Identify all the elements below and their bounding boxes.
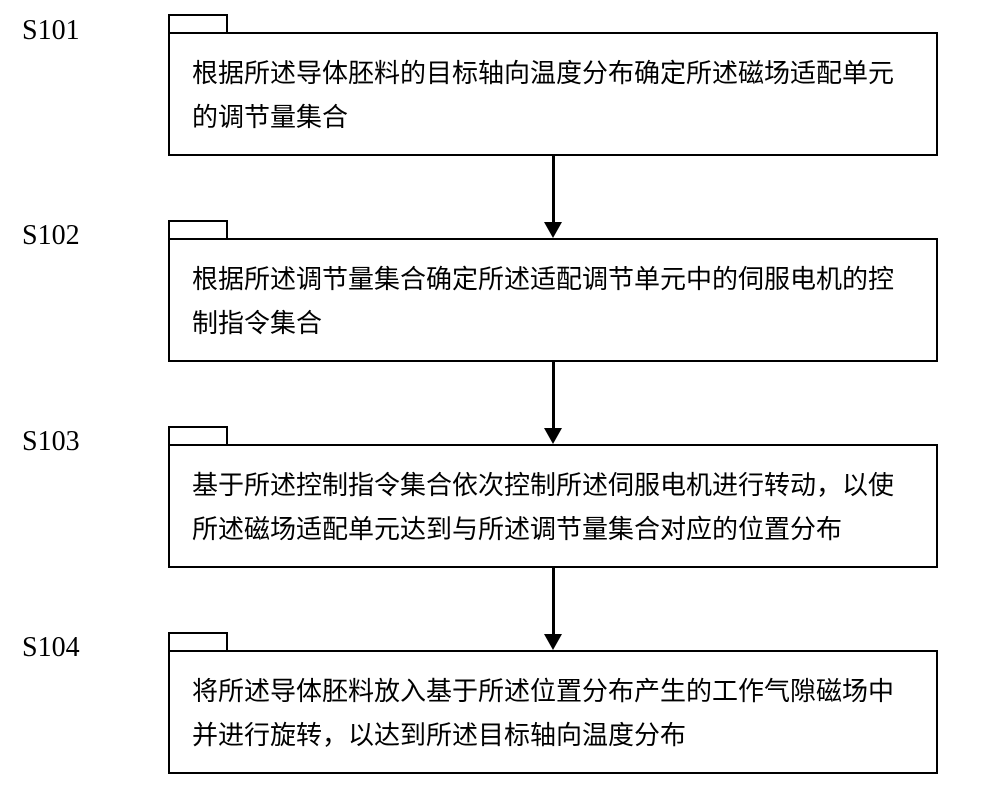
step-text-s102: 根据所述调节量集合确定所述适配调节单元中的伺服电机的控制指令集合 [192,265,894,338]
step-label-s101: S101 [22,15,80,47]
step-notch-s101 [168,14,228,32]
step-text-s101: 根据所述导体胚料的目标轴向温度分布确定所述磁场适配单元的调节量集合 [192,59,894,132]
step-label-s104: S104 [22,632,80,664]
arrow-line-2 [552,362,555,428]
step-notch-s102 [168,220,228,238]
arrow-line-1 [552,156,555,222]
step-box-s104: 将所述导体胚料放入基于所述位置分布产生的工作气隙磁场中并进行旋转，以达到所述目标… [168,650,938,774]
arrow-head-3 [544,634,562,650]
step-box-s103: 基于所述控制指令集合依次控制所述伺服电机进行转动，以使所述磁场适配单元达到与所述… [168,444,938,568]
step-text-s103: 基于所述控制指令集合依次控制所述伺服电机进行转动，以使所述磁场适配单元达到与所述… [192,471,894,544]
step-box-s101: 根据所述导体胚料的目标轴向温度分布确定所述磁场适配单元的调节量集合 [168,32,938,156]
step-label-s103: S103 [22,426,80,458]
step-label-s102: S102 [22,220,80,252]
step-box-s102: 根据所述调节量集合确定所述适配调节单元中的伺服电机的控制指令集合 [168,238,938,362]
step-notch-s103 [168,426,228,444]
step-text-s104: 将所述导体胚料放入基于所述位置分布产生的工作气隙磁场中并进行旋转，以达到所述目标… [192,677,894,750]
arrow-head-2 [544,428,562,444]
arrow-line-3 [552,568,555,634]
arrow-head-1 [544,222,562,238]
step-notch-s104 [168,632,228,650]
flowchart-container: S101 根据所述导体胚料的目标轴向温度分布确定所述磁场适配单元的调节量集合 S… [0,0,1000,808]
